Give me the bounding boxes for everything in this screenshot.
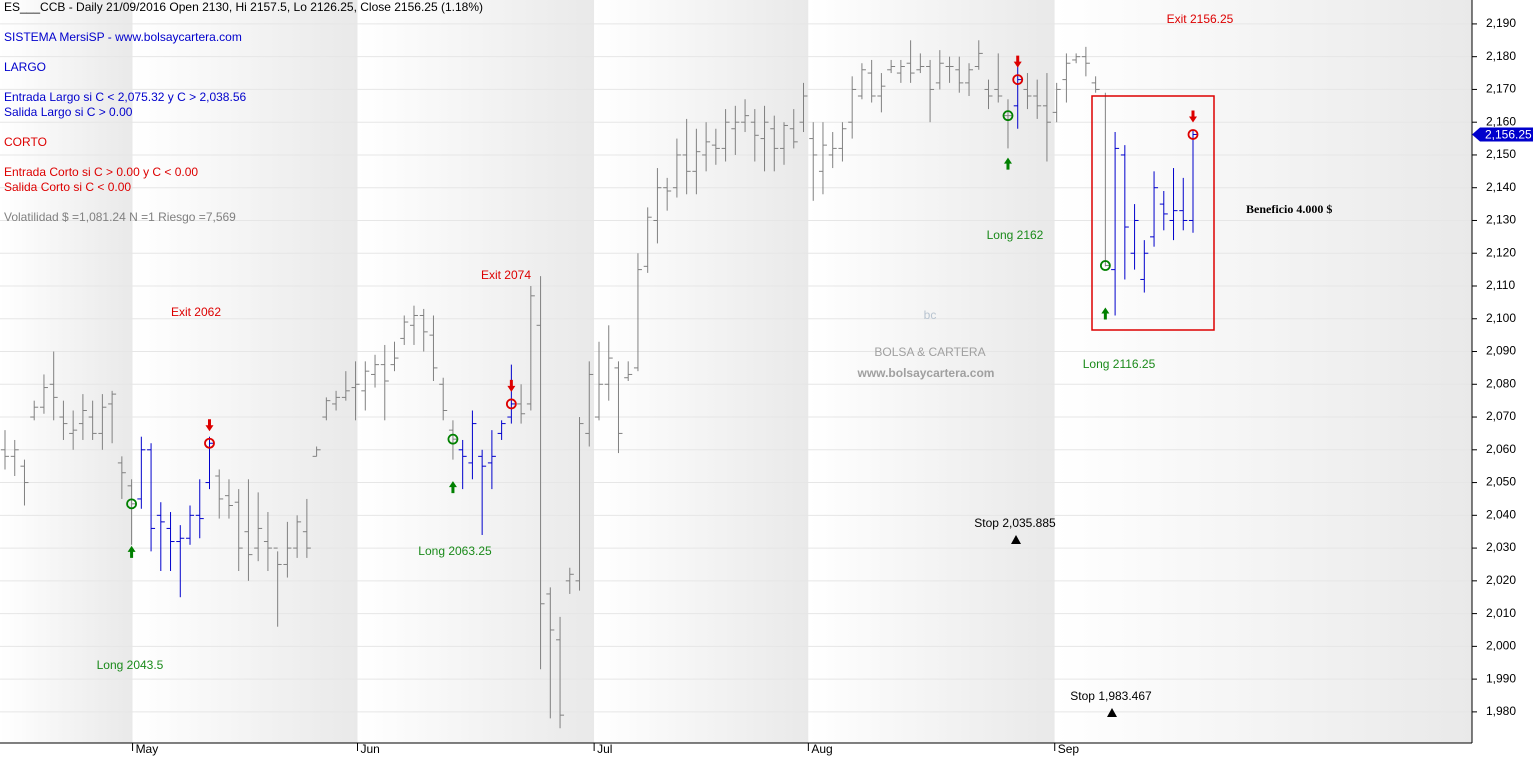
x-tick-label: Sep bbox=[1058, 742, 1080, 756]
info-line: Volatilidad $ =1,081.24 N =1 Riesgo =7,5… bbox=[4, 210, 236, 224]
exit-arrow bbox=[1013, 55, 1022, 68]
info-line: Salida Corto si C < 0.00 bbox=[4, 180, 131, 194]
info-line: Entrada Largo si C < 2,075.32 y C > 2,03… bbox=[4, 90, 246, 104]
info-line: CORTO bbox=[4, 135, 47, 149]
background bbox=[0, 0, 1472, 743]
y-tick-label: 2,170 bbox=[1486, 82, 1516, 96]
stop-label: Stop 2,035.885 bbox=[974, 516, 1056, 530]
y-tick-label: 1,980 bbox=[1486, 704, 1516, 718]
month-band bbox=[132, 0, 358, 743]
y-tick-label: 2,050 bbox=[1486, 475, 1516, 489]
y-tick-label: 2,010 bbox=[1486, 606, 1516, 620]
watermark: BOLSA & CARTERA bbox=[874, 345, 985, 359]
entry-marker bbox=[1099, 260, 1111, 271]
y-tick-label: 2,040 bbox=[1486, 507, 1516, 521]
month-band bbox=[0, 0, 133, 743]
exit-arrow bbox=[507, 379, 516, 392]
info-line: SISTEMA MersiSP - www.bolsaycartera.com bbox=[4, 30, 242, 44]
exit-marker bbox=[505, 398, 517, 410]
exit-arrow bbox=[205, 419, 214, 432]
x-tick-label: Jul bbox=[597, 742, 612, 756]
entry-marker bbox=[126, 498, 137, 510]
month-band bbox=[1054, 0, 1472, 743]
y-tick-label: 1,990 bbox=[1486, 671, 1516, 685]
entry-arrow bbox=[1003, 157, 1012, 170]
exit-arrow bbox=[1189, 110, 1197, 123]
watermark: bc bbox=[924, 308, 937, 322]
y-tick-label: 2,060 bbox=[1486, 442, 1516, 456]
watermark: www.bolsaycartera.com bbox=[857, 366, 995, 380]
y-tick-label: 2,000 bbox=[1486, 639, 1516, 653]
exit-label: Exit 2062 bbox=[171, 305, 221, 319]
y-tick-label: 2,110 bbox=[1486, 278, 1515, 292]
last-price-label: 2,156.25 bbox=[1485, 128, 1532, 142]
y-tick-label: 2,190 bbox=[1486, 16, 1516, 30]
exit-label: Exit 2156.25 bbox=[1167, 12, 1234, 26]
stop-marker bbox=[1107, 708, 1117, 717]
stop-label: Stop 1,983.467 bbox=[1070, 689, 1152, 703]
entry-label: Long 2162 bbox=[987, 228, 1044, 242]
trade-box bbox=[1091, 95, 1215, 331]
profit-label: Beneficio 4.000 $ bbox=[1246, 202, 1332, 216]
month-band bbox=[357, 0, 595, 743]
x-tick-label: Aug bbox=[811, 742, 832, 756]
y-tick-label: 2,100 bbox=[1486, 311, 1516, 325]
exit-marker bbox=[204, 437, 215, 449]
y-tick-label: 2,080 bbox=[1486, 376, 1516, 390]
info-line: LARGO bbox=[4, 60, 46, 74]
last-price-tag bbox=[1472, 127, 1533, 142]
entry-label: Long 2063.25 bbox=[418, 544, 492, 558]
chart-title: ES___CCB - Daily 21/09/2016 Open 2130, H… bbox=[4, 0, 483, 14]
info-line: Salida Largo si C > 0.00 bbox=[4, 105, 133, 119]
y-tick-label: 2,140 bbox=[1486, 180, 1516, 194]
entry-label: Long 2116.25 bbox=[1083, 357, 1156, 371]
entry-label: Long 2043.5 bbox=[97, 658, 164, 672]
month-band bbox=[594, 0, 809, 743]
y-tick-label: 2,150 bbox=[1486, 147, 1516, 161]
y-tick-label: 2,180 bbox=[1486, 49, 1516, 63]
entry-arrow bbox=[1101, 307, 1110, 320]
y-tick-label: 2,020 bbox=[1486, 573, 1516, 587]
exit-marker bbox=[1187, 129, 1199, 140]
entry-marker bbox=[447, 433, 459, 445]
entry-arrow bbox=[127, 545, 136, 558]
y-tick-label: 2,120 bbox=[1486, 245, 1516, 259]
info-line: Entrada Corto si C > 0.00 y C < 0.00 bbox=[4, 165, 198, 179]
month-band bbox=[808, 0, 1055, 743]
y-tick-label: 2,160 bbox=[1486, 114, 1516, 128]
exit-marker bbox=[1012, 74, 1024, 86]
stop-marker bbox=[1011, 535, 1021, 544]
y-tick-label: 2,070 bbox=[1486, 409, 1516, 423]
entry-marker bbox=[1002, 110, 1014, 122]
y-tick-label: 2,030 bbox=[1486, 540, 1516, 554]
exit-label: Exit 2074 bbox=[481, 268, 531, 282]
y-tick-label: 2,090 bbox=[1486, 344, 1516, 358]
entry-arrow bbox=[448, 481, 457, 494]
x-tick-label: Jun bbox=[361, 742, 380, 756]
y-tick-label: 2,130 bbox=[1486, 213, 1516, 227]
x-tick-label: May bbox=[136, 742, 159, 756]
